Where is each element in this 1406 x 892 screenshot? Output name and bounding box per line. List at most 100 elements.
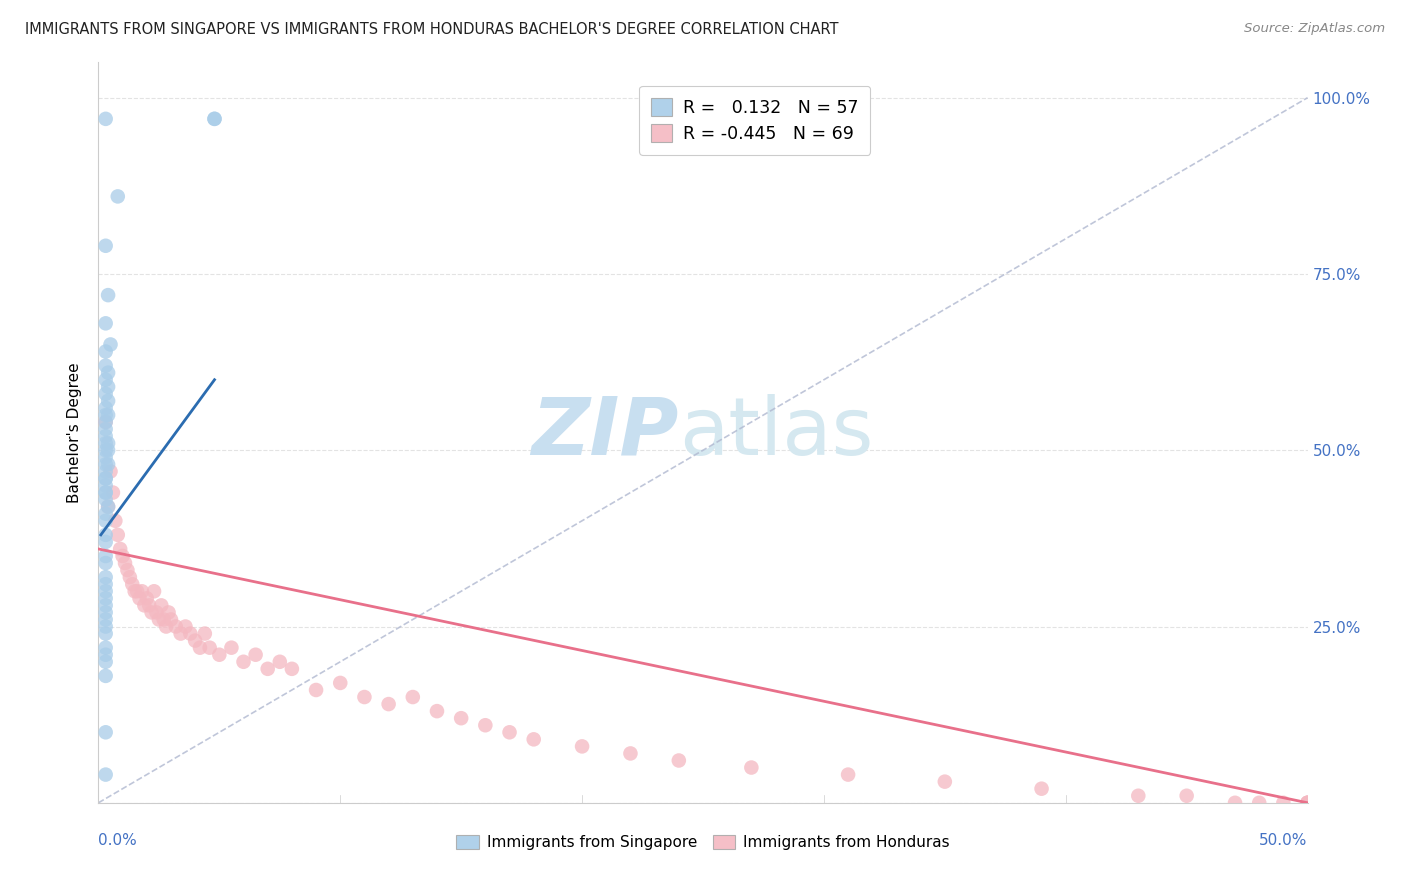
Point <box>94 669 117 683</box>
Point <box>121 577 143 591</box>
Point <box>94 478 117 492</box>
Point <box>150 599 173 613</box>
Point <box>100 337 122 351</box>
Point <box>1128 789 1150 803</box>
Point <box>94 599 117 613</box>
Point <box>179 626 201 640</box>
Point <box>204 112 226 126</box>
Point <box>94 408 117 422</box>
Text: Source: ZipAtlas.com: Source: ZipAtlas.com <box>1244 22 1385 36</box>
Point <box>100 464 122 478</box>
Point <box>94 507 117 521</box>
Point <box>94 359 117 373</box>
Point <box>107 528 129 542</box>
Point <box>204 112 226 126</box>
Point <box>138 599 160 613</box>
Text: IMMIGRANTS FROM SINGAPORE VS IMMIGRANTS FROM HONDURAS BACHELOR'S DEGREE CORRELAT: IMMIGRANTS FROM SINGAPORE VS IMMIGRANTS … <box>25 22 839 37</box>
Point <box>837 767 859 781</box>
Point <box>1296 796 1319 810</box>
Point <box>97 393 120 408</box>
Point <box>94 471 117 485</box>
Point <box>94 655 117 669</box>
Point <box>1296 796 1319 810</box>
Point <box>269 655 291 669</box>
Point <box>94 612 117 626</box>
Point <box>97 366 120 380</box>
Point <box>94 619 117 633</box>
Point <box>97 408 120 422</box>
Y-axis label: Bachelor's Degree: Bachelor's Degree <box>67 362 83 503</box>
Point <box>118 570 141 584</box>
Point <box>94 485 117 500</box>
Point <box>94 577 117 591</box>
Point <box>114 556 136 570</box>
Text: 50.0%: 50.0% <box>1260 833 1308 848</box>
Point <box>94 725 117 739</box>
Point <box>353 690 375 704</box>
Point <box>94 401 117 415</box>
Point <box>94 429 117 443</box>
Point <box>94 464 117 478</box>
Point <box>934 774 956 789</box>
Point <box>97 443 120 458</box>
Point <box>94 606 117 620</box>
Point <box>94 471 117 485</box>
Point <box>94 626 117 640</box>
Point <box>1031 781 1053 796</box>
Point <box>94 584 117 599</box>
Point <box>474 718 496 732</box>
Point <box>94 387 117 401</box>
Point <box>101 485 124 500</box>
Point <box>523 732 546 747</box>
Point <box>94 415 117 429</box>
Point <box>571 739 593 754</box>
Point <box>94 591 117 606</box>
Point <box>94 492 117 507</box>
Point <box>94 648 117 662</box>
Point <box>148 612 170 626</box>
Point <box>134 599 156 613</box>
Point <box>157 606 180 620</box>
Point <box>135 591 157 606</box>
Point <box>94 514 117 528</box>
Point <box>402 690 425 704</box>
Point <box>152 612 174 626</box>
Point <box>740 760 762 774</box>
Point <box>377 697 399 711</box>
Point <box>94 373 117 387</box>
Point <box>145 606 167 620</box>
Point <box>94 239 117 253</box>
Point <box>1296 796 1319 810</box>
Point <box>1272 796 1295 810</box>
Point <box>97 288 120 302</box>
Point <box>97 436 120 450</box>
Point <box>94 556 117 570</box>
Point <box>94 443 117 458</box>
Point <box>97 500 120 514</box>
Point <box>498 725 520 739</box>
Point <box>94 316 117 330</box>
Point <box>97 380 120 394</box>
Point <box>1249 796 1271 810</box>
Point <box>94 570 117 584</box>
Point <box>426 704 449 718</box>
Point <box>160 612 183 626</box>
Point <box>94 535 117 549</box>
Point <box>184 633 207 648</box>
Point <box>1296 796 1319 810</box>
Point <box>94 112 117 126</box>
Point <box>188 640 211 655</box>
Point <box>668 754 690 768</box>
Point <box>94 458 117 472</box>
Point <box>131 584 153 599</box>
Point <box>194 626 217 640</box>
Point <box>619 747 641 761</box>
Point <box>117 563 139 577</box>
Point <box>94 436 117 450</box>
Text: ZIP: ZIP <box>531 393 679 472</box>
Point <box>305 683 328 698</box>
Point <box>155 619 177 633</box>
Point <box>97 500 120 514</box>
Point <box>97 458 120 472</box>
Point <box>111 549 134 563</box>
